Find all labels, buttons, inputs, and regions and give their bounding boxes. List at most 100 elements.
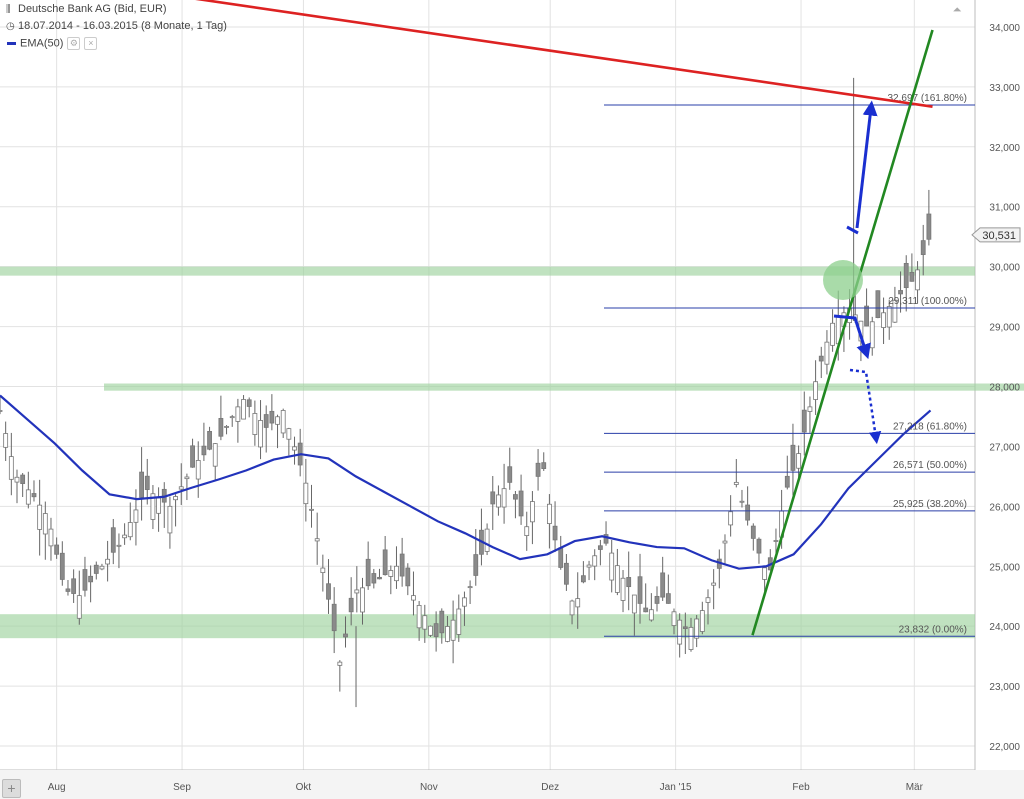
- ema-swatch: [7, 42, 16, 45]
- candle-body: [864, 305, 869, 327]
- close-icon[interactable]: ×: [84, 37, 98, 50]
- fib-label: 32,697 (161.80%): [887, 93, 967, 104]
- candle-body: [728, 511, 734, 526]
- candle-body: [207, 430, 212, 450]
- candle-body: [82, 569, 88, 591]
- candle-body: [405, 567, 411, 587]
- x-tick-label: Mär: [906, 782, 924, 793]
- candle-body: [507, 466, 513, 483]
- annotation-arrow-dotted: [849, 368, 882, 445]
- candle-body: [382, 549, 388, 576]
- candle-body: [926, 213, 932, 240]
- candle-body: [377, 576, 382, 580]
- candle-body: [637, 576, 643, 604]
- candle-body: [110, 527, 116, 553]
- candle-body: [439, 610, 445, 634]
- y-tick-label: 27,000: [989, 442, 1020, 453]
- candle-body: [818, 355, 824, 362]
- candle-body: [558, 547, 564, 568]
- candle-body: [711, 582, 717, 586]
- candle-body: [71, 578, 77, 594]
- support-zone: [0, 266, 975, 276]
- annotation-arrow-up: [855, 100, 878, 229]
- candle-body: [620, 577, 626, 601]
- candle-body: [688, 626, 694, 650]
- candle-body: [184, 476, 190, 480]
- candle-body: [790, 444, 796, 471]
- candle-body: [473, 554, 479, 576]
- candle-body: [626, 577, 632, 588]
- candle-body: [603, 534, 609, 544]
- date-range: ◷ 18.07.2014 - 16.03.2015 (8 Monate, 1 Ta…: [6, 20, 227, 32]
- candle-body: [614, 565, 620, 593]
- candle-body: [722, 540, 728, 544]
- y-tick-label: 23,000: [989, 682, 1020, 693]
- chart-title: ⫼ Deutsche Bank AG (Bid, EUR): [6, 3, 167, 15]
- fib-label: 29,311 (100.00%): [888, 296, 967, 307]
- candle-body: [365, 558, 371, 587]
- ema-legend[interactable]: EMA(50) ⚙ ×: [6, 37, 98, 50]
- settings-icon[interactable]: ⚙: [67, 37, 81, 50]
- candle-body: [331, 603, 337, 632]
- candle-body: [3, 433, 9, 448]
- date-range-text: 18.07.2014 - 16.03.2015 (8 Monate, 1 Tag…: [18, 20, 227, 32]
- candle-body: [178, 486, 184, 490]
- candle-body: [881, 312, 886, 328]
- y-tick-label: 26,000: [989, 502, 1020, 513]
- y-tick-label: 29,000: [989, 323, 1020, 334]
- candle-body: [660, 572, 666, 598]
- candle-body: [694, 618, 700, 639]
- candle-body: [144, 475, 150, 490]
- candle-body: [337, 661, 343, 666]
- candle-body: [631, 594, 637, 614]
- candle-body: [586, 564, 592, 568]
- candle-body: [580, 575, 586, 583]
- annotation-arrow: [846, 225, 859, 235]
- candle-body: [235, 406, 241, 422]
- candle-body: [541, 462, 547, 469]
- fib-label: 26,571 (50.00%): [893, 460, 967, 471]
- candle-body: [292, 446, 297, 451]
- ema-legend-label: EMA(50): [20, 37, 64, 50]
- x-tick-label: Nov: [420, 782, 438, 793]
- candle-body: [875, 290, 881, 318]
- y-tick-label: 28,000: [989, 382, 1020, 393]
- candle-body: [14, 476, 20, 483]
- candle-body: [399, 553, 405, 577]
- candle-body: [348, 597, 354, 613]
- candle-body: [733, 481, 739, 485]
- candle-body: [167, 505, 173, 534]
- y-tick-label: 22,000: [989, 742, 1020, 753]
- candle-body: [665, 593, 671, 604]
- candle-body: [76, 595, 82, 619]
- candle-body: [229, 416, 235, 419]
- candle-body: [0, 410, 3, 412]
- collapse-icon[interactable]: ⏶: [952, 4, 962, 16]
- candle-body: [224, 426, 229, 428]
- candle-body: [462, 597, 467, 607]
- candle-body: [280, 410, 286, 434]
- y-tick-label: 24,000: [989, 622, 1020, 633]
- candle-body: [139, 471, 144, 498]
- candle-body: [37, 504, 43, 530]
- trendline: [195, 0, 933, 108]
- candle-body: [394, 565, 399, 582]
- x-tick-label: Jan '15: [660, 782, 692, 793]
- candle-body: [326, 583, 331, 600]
- candle-body: [892, 299, 898, 323]
- candle-body: [105, 558, 111, 565]
- expand-button[interactable]: +: [2, 779, 21, 798]
- candle-body: [496, 494, 501, 508]
- candle-body: [99, 565, 105, 570]
- candle-body: [314, 538, 320, 542]
- candle-body: [824, 341, 830, 365]
- candle-body: [269, 410, 275, 424]
- candle-body: [456, 608, 462, 635]
- candle-body: [552, 525, 558, 541]
- candle-body: [195, 460, 201, 480]
- candle-body: [263, 414, 269, 428]
- candle-body: [654, 595, 660, 604]
- clock-icon: ◷: [6, 21, 15, 32]
- candle-body: [20, 474, 26, 484]
- candle-body: [869, 321, 875, 349]
